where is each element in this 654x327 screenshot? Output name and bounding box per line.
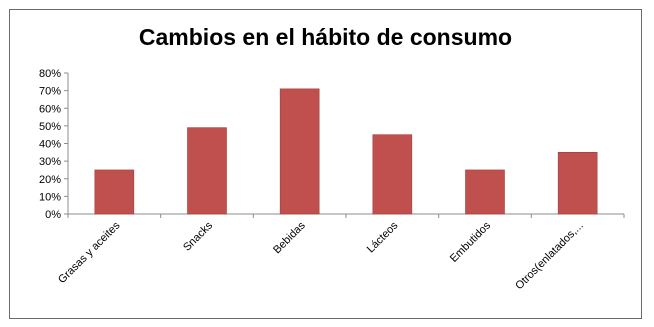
x-category-label: Snacks <box>181 219 215 253</box>
x-category-label: Grasas y aceites <box>56 219 123 286</box>
bar <box>372 134 413 215</box>
y-tick-label: 10% <box>39 191 61 203</box>
x-category-label: Otros(enlatados,... <box>513 220 585 292</box>
bar <box>279 88 320 215</box>
y-tick-label: 70% <box>39 86 61 98</box>
y-tick-label: 60% <box>39 103 61 115</box>
chart-title: Cambios en el hábito de consumo <box>138 24 513 50</box>
x-category-label: Bebidas <box>271 219 308 256</box>
bar <box>94 169 135 215</box>
y-tick-label: 80% <box>39 68 61 80</box>
y-tick-label: 20% <box>39 174 61 186</box>
chart-frame: Cambios en el hábito de consumo <box>9 9 642 319</box>
x-category-label: Embutidos <box>448 219 494 265</box>
bar <box>557 152 598 215</box>
y-tick-label: 50% <box>39 121 61 133</box>
y-tick-label: 0% <box>45 209 61 221</box>
x-category-label: Lácteos <box>365 219 401 255</box>
bar <box>187 127 227 215</box>
y-tick-label: 30% <box>39 156 61 168</box>
bar <box>465 169 505 215</box>
y-tick-label: 40% <box>39 139 61 151</box>
